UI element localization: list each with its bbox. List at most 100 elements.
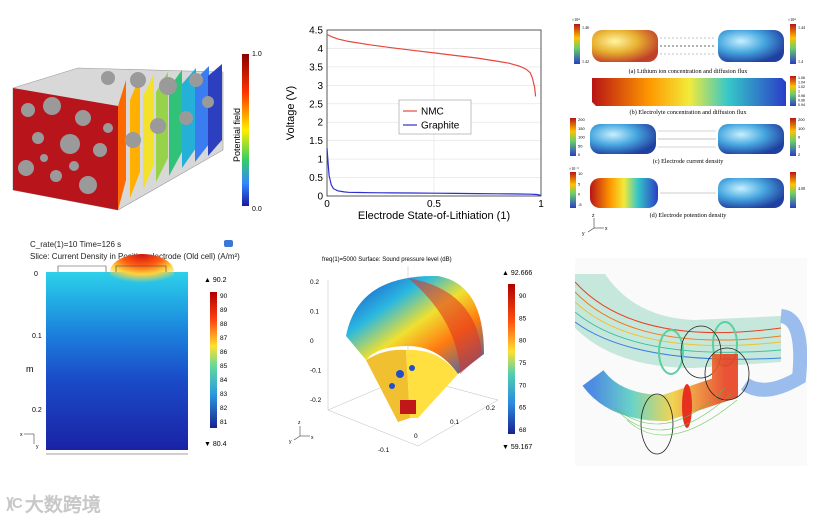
ac-axis-z: z (298, 420, 301, 426)
voltage-y-label: Voltage (V) (285, 86, 297, 140)
ac-x-tick: -0.1 (378, 447, 390, 454)
voltage-series (326, 33, 542, 196)
voltage-y-tick: 0 (317, 192, 323, 203)
cs-d-left-tick: 0 (578, 192, 581, 197)
ac-z-tick: 0 (310, 338, 314, 345)
voltage-y-tick: 3.5 (309, 62, 323, 73)
cd-slice (46, 272, 188, 450)
cd-colorbar-tick: 85 (220, 363, 228, 370)
ac-z-tick: 0.2 (310, 279, 319, 286)
cs-c-left-tick: 50 (578, 143, 583, 148)
voltage-legend-nmc: NMC (421, 107, 444, 118)
voltage-y-tick: 1.5 (309, 136, 323, 147)
potential-cb-max: 1.0 (252, 51, 262, 58)
voltage-x-label: Electrode State-of-Lithiation (1) (358, 210, 510, 222)
cs-c-right-tick: 1 (798, 143, 801, 148)
ac-colorbar-tick: 75 (519, 360, 527, 367)
cs-c-right-scale: 200 100 0 1 2 (798, 117, 805, 157)
potential-colorbar (242, 54, 249, 206)
watermark-text: 大数跨境 (24, 493, 101, 516)
cs-c-left-tick: 0 (578, 152, 581, 157)
cell-stack-render: ×10⁴ 1.46 1.42 ×10⁴ 1.44 1.4 (a) Lithium… (569, 17, 805, 236)
cs-axis-z: z (592, 213, 595, 219)
cs-a-left-top: 1.46 (582, 25, 589, 30)
ac-colorbar-tick: 85 (519, 315, 527, 322)
voltage-x-tick: 1 (538, 199, 544, 210)
cd-colorbar-tick: 82 (220, 405, 228, 412)
cd-colorbar-tick: 89 (220, 307, 228, 314)
cs-d-left-scale: 10 5 0 -5 (578, 171, 583, 207)
cd-axis-x: x (20, 432, 23, 438)
cs-axis-x: x (605, 226, 608, 232)
voltage-plot-frame (326, 29, 542, 197)
cd-colorbar-tick: 87 (220, 335, 228, 342)
ac-x-tick: 0.2 (486, 405, 495, 412)
ac-title: freq(1)=5000 Surface: Sound pressure lev… (322, 257, 452, 263)
current-density-panel: C_rate(1)=10 Time=126 s Slice: Current D… (18, 236, 280, 458)
ac-colorbar-tick: 70 (519, 382, 527, 389)
voltage-legend-box (398, 99, 472, 135)
potential-cb-title: Potential field (232, 108, 242, 162)
watermark: )(C 大数跨境 (6, 490, 101, 516)
voltage-y-tick: 3 (317, 81, 323, 92)
voltage-x-ticks: 0 0.5 1 (324, 199, 544, 210)
pipe-streamlines (575, 281, 782, 360)
voltage-legend: NMC Graphite (398, 99, 472, 135)
cs-caption-b: (b) Electrolyte concentration and diffus… (630, 109, 748, 116)
ac-colorbar-tick: 80 (519, 338, 527, 345)
voltage-y-tick: 1 (317, 155, 323, 166)
cd-colorbar-tick: 90 (220, 293, 228, 300)
cd-colorbar-tick: 81 (220, 419, 228, 426)
ac-colorbar (508, 284, 515, 434)
cd-colorbar-tick: 86 (220, 349, 228, 356)
voltage-y-ticks: 0 0.5 1 1.5 2 2.5 3 3.5 4 4.5 (309, 26, 323, 203)
voltage-series-nmc (326, 33, 537, 97)
cd-hotspot (110, 254, 174, 290)
cs-a-right-exp: ×10⁴ (788, 17, 796, 22)
export-icon[interactable] (224, 240, 233, 247)
ac-z-tick: -0.2 (310, 397, 322, 404)
cs-b-tick: 0.96 (798, 99, 805, 103)
cs-b-tick: 0.94 (798, 103, 805, 107)
cell-stack-panel: ×10⁴ 1.46 1.42 ×10⁴ 1.44 1.4 (a) Lithium… (568, 14, 808, 236)
ac-x-tick: 0 (414, 433, 418, 440)
ac-axis-y: y (289, 439, 292, 445)
ac-axis-x: x (311, 435, 314, 441)
voltage-series-graphite (326, 147, 542, 196)
cs-row-d-spheres (590, 178, 784, 208)
cs-c-left-tick: 150 (578, 126, 585, 131)
cd-min-label: ▼ 80.4 (204, 441, 227, 448)
voltage-y-tick: 2.5 (309, 99, 323, 110)
cs-a-right-bottom: 1.4 (798, 59, 803, 64)
ac-z-tick: 0.1 (310, 309, 319, 316)
ac-x-tick: 0.1 (450, 419, 459, 426)
cs-c-right-tick: 100 (798, 126, 805, 131)
cs-d-right-tick: 4.08 (798, 186, 805, 191)
cs-b-tick: 1 (798, 90, 800, 94)
potential-particles (18, 71, 214, 194)
cd-colorbar (210, 292, 217, 428)
cs-row-a-spheres (592, 30, 784, 62)
cd-axis-triad (24, 433, 35, 444)
potential-field-render: 1.0 0.0 Potential field (12, 51, 262, 213)
ac-z-ticks: 0.2 0.1 0 -0.1 -0.2 (310, 279, 322, 404)
voltage-y-tick: 4.5 (309, 26, 323, 37)
cd-axis-y: y (36, 444, 39, 450)
cs-d-left-tick: -5 (578, 202, 582, 207)
ac-x-ticks: -0.1 0 0.1 0.2 (378, 405, 495, 454)
cs-c-left-tick: 100 (578, 135, 585, 140)
ac-min-label: ▼ 59.167 (502, 444, 532, 451)
pipe-flow-panel (575, 258, 807, 466)
pipe-flow-render (575, 274, 807, 455)
ac-colorbar-tick: 68 (519, 427, 527, 434)
acoustic-render: freq(1)=5000 Surface: Sound pressure lev… (289, 257, 532, 454)
cd-max-label: ▲ 90.2 (204, 277, 227, 284)
cd-tick-1: 0.1 (32, 333, 42, 340)
cs-a-left-bottom: 1.42 (582, 59, 589, 64)
cs-a-right-top: 1.44 (798, 25, 805, 30)
cd-axis-unit: m (26, 364, 34, 374)
ac-axis-triad (293, 426, 310, 441)
cs-c-right-tick: 200 (798, 117, 805, 122)
cs-b-tick: 1.02 (798, 85, 805, 89)
